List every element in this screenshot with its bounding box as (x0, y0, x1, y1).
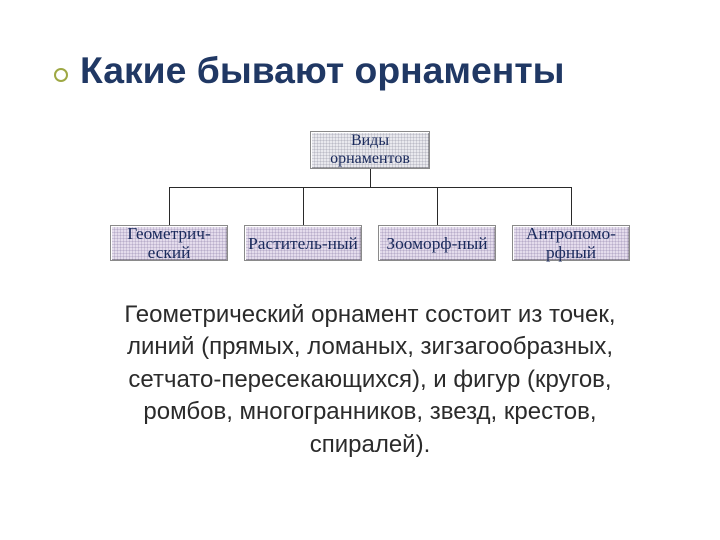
page-title: Какие бывают орнаменты (80, 50, 660, 91)
connector-drop-3 (571, 187, 572, 225)
connector-drop-2 (437, 187, 438, 225)
diagram-child-node: Раститель-ный (244, 225, 362, 261)
diagram-child-node: Зооморф-ный (378, 225, 496, 261)
connector-drop-1 (303, 187, 304, 225)
diagram-children-row: Геометрич-еский Раститель-ный Зооморф-ны… (110, 225, 630, 261)
title-bullet-icon (54, 68, 68, 82)
ornament-types-diagram: Виды орнаментов Геометрич-еский Растител… (110, 131, 630, 261)
diagram-child-node: Геометрич-еский (110, 225, 228, 261)
slide: Какие бывают орнаменты Виды орнаментов Г… (0, 0, 720, 540)
body-paragraph: Геометрический орнамент состоит из точек… (80, 299, 660, 461)
diagram-child-node: Антропомо-рфный (512, 225, 630, 261)
connector-drop-0 (169, 187, 170, 225)
connector-hbar (169, 187, 571, 188)
connector-stem (370, 169, 371, 187)
